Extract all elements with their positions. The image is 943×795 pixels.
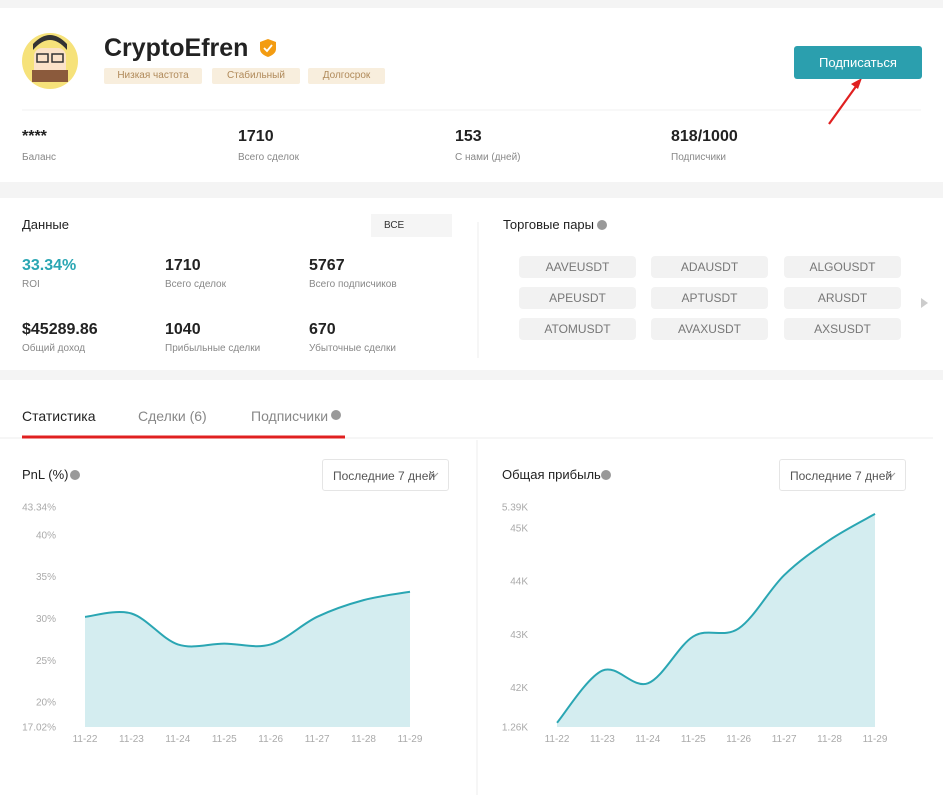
- tag: Низкая частота: [104, 68, 202, 84]
- metric-value: 33.34%: [22, 257, 77, 274]
- metric-value: 670: [309, 321, 336, 338]
- pair-chip[interactable]: APTUSDT: [651, 287, 768, 309]
- summary-value: 818/1000: [671, 128, 738, 145]
- data-card: [0, 198, 943, 370]
- verified-badge: [260, 39, 276, 57]
- y-tick-label: 42K: [510, 683, 528, 694]
- metric-value: 1710: [165, 257, 201, 274]
- pair-chip[interactable]: AXSUSDT: [784, 318, 901, 340]
- area-fill: [557, 513, 875, 727]
- y-tick-label: 43.34%: [22, 503, 56, 514]
- y-tick-label: 35%: [36, 572, 56, 583]
- line: [556, 513, 876, 724]
- summary-label: Всего сделок: [238, 152, 299, 163]
- metric-value: 1040: [165, 321, 201, 338]
- avatar: [22, 33, 78, 89]
- x-tick-label: 11-23: [119, 734, 144, 745]
- info-icon: [331, 410, 341, 420]
- pair-chip[interactable]: APEUSDT: [519, 287, 636, 309]
- chart-title: PnL (%): [22, 467, 69, 482]
- x-tick-label: 11-26: [258, 734, 283, 745]
- metric-label: Всего подписчиков: [309, 279, 397, 290]
- x-tick-label: 11-28: [351, 734, 376, 745]
- pair-chip[interactable]: AVAXUSDT: [651, 318, 768, 340]
- profile-card: [0, 8, 943, 182]
- y-tick-label: 43K: [510, 630, 528, 641]
- chart-title: Общая прибыль: [502, 467, 601, 482]
- x-tick-label: 11-27: [305, 734, 330, 745]
- x-tick-label: 11-25: [212, 734, 237, 745]
- tab[interactable]: Сделки (6): [138, 408, 207, 424]
- metric-label: Всего сделок: [165, 279, 226, 290]
- pair-chip[interactable]: ALGOUSDT: [784, 256, 901, 278]
- pair-chip[interactable]: ATOMUSDT: [519, 318, 636, 340]
- y-tick-label: 20%: [36, 698, 56, 709]
- y-tick-label: 40%: [36, 530, 56, 541]
- x-tick-label: 11-26: [726, 734, 751, 745]
- period-dropdown[interactable]: Последние 7 дней: [779, 459, 906, 491]
- x-tick-label: 11-24: [165, 734, 190, 745]
- summary-label: Баланс: [22, 152, 57, 163]
- tab[interactable]: Статистика: [22, 408, 96, 424]
- stats-card: [0, 380, 943, 795]
- summary-label: Подписчики: [671, 152, 727, 163]
- pair-chip[interactable]: ARUSDT: [784, 287, 901, 309]
- metric-label: Убыточные сделки: [309, 343, 396, 354]
- x-tick-label: 11-25: [681, 734, 706, 745]
- annotation-arrow: [828, 78, 862, 125]
- x-tick-label: 11-24: [635, 734, 660, 745]
- y-tick-label: 17.02%: [22, 723, 56, 734]
- info-icon: [70, 470, 80, 480]
- pair-chip[interactable]: AAVEUSDT: [519, 256, 636, 278]
- metric-label: Прибыльные сделки: [165, 343, 261, 354]
- pairs-next-arrow[interactable]: [921, 298, 928, 308]
- metric-label: ROI: [22, 279, 40, 290]
- tab[interactable]: Подписчики: [251, 408, 329, 424]
- x-tick-label: 11-29: [398, 734, 423, 745]
- line: [84, 590, 411, 648]
- subscribe-button[interactable]: Подписаться: [794, 46, 922, 79]
- y-tick-label: 30%: [36, 614, 56, 625]
- summary-value: 1710: [238, 128, 274, 145]
- x-tick-label: 11-29: [863, 734, 888, 745]
- period-dropdown[interactable]: Последние 7 дней: [322, 459, 449, 491]
- dropdown-chevron: [886, 472, 896, 478]
- x-tick-label: 11-23: [590, 734, 615, 745]
- profile-name: CryptoEfren: [104, 34, 249, 62]
- summary-value: 153: [455, 128, 482, 145]
- info-icon: [597, 220, 607, 230]
- metric-label: Общий доход: [22, 343, 86, 354]
- y-tick-label: 1.26K: [502, 723, 528, 734]
- x-tick-label: 11-27: [772, 734, 797, 745]
- metric-value: $45289.86: [22, 321, 98, 338]
- y-tick-label: 5.39K: [502, 503, 528, 514]
- x-tick-label: 11-22: [545, 734, 570, 745]
- pair-chip[interactable]: ADAUSDT: [651, 256, 768, 278]
- tag: Долгосрок: [308, 68, 385, 84]
- metric-value: 5767: [309, 257, 345, 274]
- area-fill: [85, 591, 410, 727]
- summary-label: С нами (дней): [455, 152, 521, 163]
- x-tick-label: 11-28: [817, 734, 842, 745]
- y-tick-label: 25%: [36, 656, 56, 667]
- info-icon: [601, 470, 611, 480]
- y-tick-label: 44K: [510, 577, 528, 588]
- y-tick-label: 45K: [510, 523, 528, 534]
- x-tick-label: 11-22: [73, 734, 98, 745]
- filter-dropdown[interactable]: ВСЕ: [371, 214, 452, 237]
- tag: Стабильный: [212, 68, 300, 84]
- section-title: Данные: [22, 217, 69, 232]
- summary-value: ****: [22, 128, 47, 145]
- section-title: Торговые пары: [503, 217, 595, 232]
- dropdown-chevron: [429, 472, 439, 478]
